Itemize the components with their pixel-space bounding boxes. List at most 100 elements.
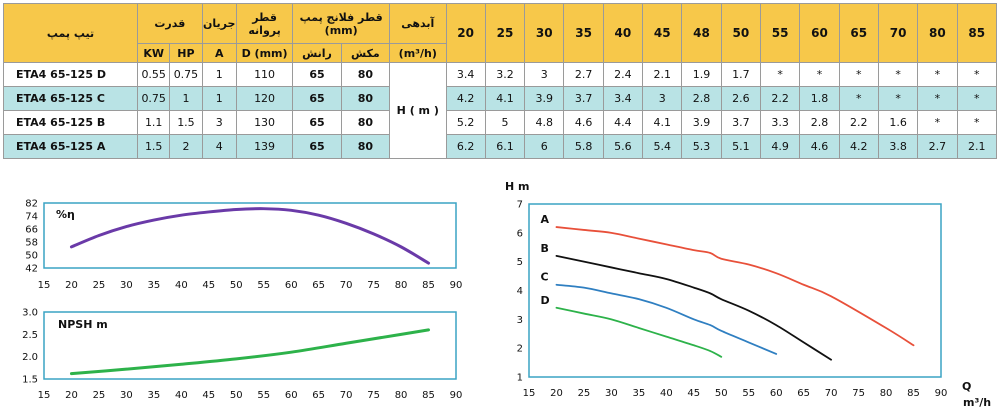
cell-head-value: 2.8	[681, 86, 722, 111]
x-axis-unit: m³/h	[963, 396, 991, 409]
series-line-A	[555, 226, 915, 347]
flow-35: 35	[563, 3, 604, 63]
y-tick-label: 74	[25, 212, 38, 223]
cell-head-value: 2.6	[720, 86, 762, 111]
x-tick-label: 15	[38, 280, 51, 291]
series-line	[69, 207, 431, 265]
x-tick-label: 65	[312, 390, 325, 401]
cell-model: ETA4 65-125 D	[2, 62, 139, 87]
x-tick-label: 85	[422, 390, 435, 401]
cell-kw: 0.55	[137, 62, 171, 87]
y-tick-label: 50	[25, 251, 38, 262]
table-row: ETA4 65-125 A 1.5 2 4 139 65 80 6.2 6.1 6 5.8 5.6 5.…	[2, 134, 998, 159]
y-tick-label: 42	[25, 264, 38, 275]
cell-in: 80	[340, 86, 391, 111]
header-hp: HP	[169, 43, 203, 63]
cell-hp: 1.5	[169, 110, 203, 135]
x-tick-label: 55	[742, 388, 755, 399]
series-line-B	[555, 255, 833, 361]
x-tick-label: 35	[147, 280, 160, 291]
cell-head-value: 6.2	[445, 134, 486, 159]
cell-head-value: 5.6	[602, 134, 644, 159]
x-tick-label: 20	[65, 390, 78, 401]
header-flow: آبدهی	[389, 3, 447, 44]
flow-60: 60	[799, 3, 840, 63]
cell-head-value: 4.2	[838, 134, 879, 159]
cell-a: 1	[201, 86, 237, 111]
x-tick-label: 85	[422, 280, 435, 291]
header-amp: A	[201, 43, 237, 63]
cell-head-value: *	[917, 86, 958, 111]
x-tick-label: 55	[257, 280, 270, 291]
x-tick-label: 90	[450, 280, 463, 291]
header-flow-unit: (m³/h)	[389, 43, 447, 63]
y-tick-label: 2.0	[22, 352, 38, 363]
x-tick-label: 15	[523, 388, 536, 399]
cell-head-value: 3.3	[759, 110, 801, 135]
flow-48: 48	[681, 3, 722, 63]
x-tick-label: 75	[367, 280, 380, 291]
flow-40: 40	[602, 3, 644, 63]
cell-a: 3	[201, 110, 237, 135]
cell-kw: 0.75	[137, 86, 171, 111]
y-tick-label: 7	[517, 200, 523, 211]
cell-head-value: *	[956, 86, 998, 111]
cell-kw: 1.1	[137, 110, 171, 135]
x-tick-label: 55	[257, 390, 270, 401]
cell-head-value: 1.6	[877, 110, 919, 135]
series-label: A	[540, 213, 549, 226]
cell-head-value: 4.9	[759, 134, 801, 159]
cell-out: 65	[292, 134, 342, 159]
series-label: D	[540, 294, 549, 307]
x-tick-label: 80	[395, 390, 408, 401]
cell-head-value: 1.7	[720, 62, 762, 87]
cell-head-value: 2.1	[956, 134, 998, 159]
cell-d: 130	[235, 110, 294, 135]
cell-head-value: 4.6	[799, 134, 840, 159]
flow-65: 65	[838, 3, 879, 63]
x-tick-label: 40	[660, 388, 673, 399]
cell-hp: 2	[169, 134, 203, 159]
y-axis-label: H m	[505, 180, 530, 193]
x-tick-label: 65	[797, 388, 810, 399]
header-flange: قطر فلانج پمپ (mm)	[292, 3, 391, 44]
x-tick-label: 70	[340, 390, 353, 401]
y-tick-label: 58	[25, 238, 38, 249]
cell-head-value: *	[838, 86, 879, 111]
series-line-D	[555, 306, 723, 358]
table-body: ETA4 65-125 D 0.55 0.75 1 110 65 80 H ( m ) 3.4 3…	[2, 62, 998, 159]
efficiency-chart: 15 20 25 30 35 40 45 50 55 60 65 70 75 80 85 90 82 74 66 58…	[25, 199, 463, 292]
flow-25: 25	[484, 3, 526, 63]
x-tick-label: 75	[367, 390, 380, 401]
cell-a: 4	[201, 134, 237, 159]
header-power: قدرت	[137, 3, 203, 44]
cell-head-value: 1.9	[681, 62, 722, 87]
cell-model: ETA4 65-125 C	[2, 86, 139, 111]
x-tick-label: 30	[605, 388, 618, 399]
x-tick-label: 15	[38, 390, 51, 401]
cell-head-value: 3.2	[484, 62, 526, 87]
npsh-title: NPSH m	[58, 318, 108, 331]
y-tick-label: 66	[25, 225, 38, 236]
cell-head-value: 4.4	[602, 110, 644, 135]
x-tick-label: 20	[65, 280, 78, 291]
x-tick-label: 80	[880, 388, 893, 399]
table-row: ETA4 65-125 C 0.75 1 1 120 65 80 4.2 4.1 3.9 3.7 3.…	[2, 86, 998, 111]
header-current: جریان	[201, 3, 237, 44]
cell-head-value: 2.7	[563, 62, 604, 87]
header-kw: KW	[137, 43, 171, 63]
cell-head-value: 5.3	[681, 134, 722, 159]
cell-head-value: 4.2	[445, 86, 486, 111]
head-label: H ( m )	[389, 62, 447, 159]
x-tick-label: 25	[578, 388, 591, 399]
cell-head-value: 2.8	[799, 110, 840, 135]
x-tick-label: 40	[175, 390, 188, 401]
cell-head-value: 3.9	[681, 110, 722, 135]
head-chart: 15 20 25 30 35 40 45 50 55 60 65 70 75 80 85 907654321A…	[505, 180, 991, 409]
cell-head-value: 2.2	[759, 86, 801, 111]
cell-d: 110	[235, 62, 294, 87]
cell-head-value: 2.2	[838, 110, 879, 135]
cell-head-value: 5.1	[720, 134, 762, 159]
efficiency-title: %η	[56, 208, 75, 221]
npsh-chart: 15 20 25 30 35 40 45 50 55 60 65 70 75 80 85 90 3.0 2.5 2.…	[22, 308, 462, 402]
